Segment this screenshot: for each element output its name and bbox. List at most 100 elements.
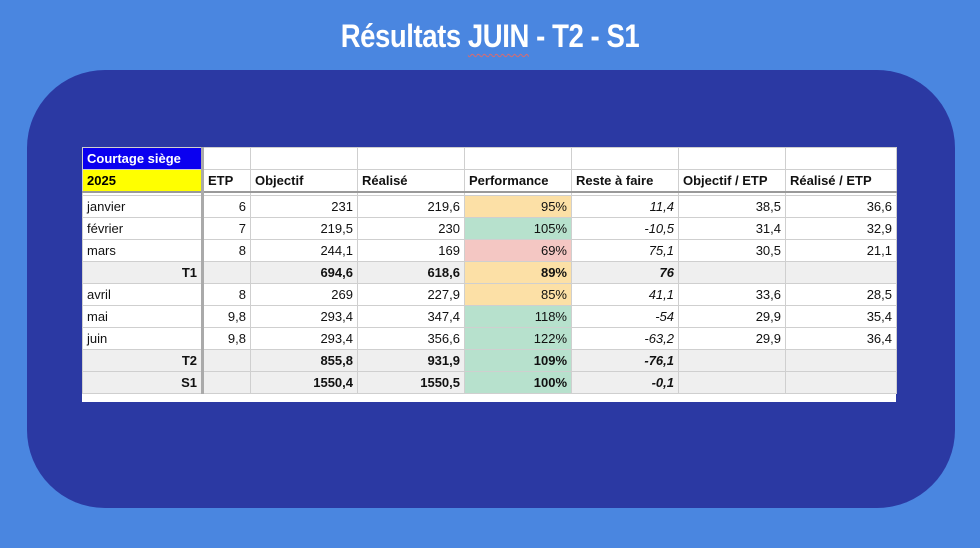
empty-cell[interactable] <box>785 147 897 170</box>
performance-cell[interactable]: 95% <box>464 195 572 218</box>
header-cell[interactable]: ETP <box>202 169 251 193</box>
objectif-cell[interactable]: 855,8 <box>250 349 358 372</box>
objectif-cell[interactable]: 694,6 <box>250 261 358 284</box>
realise-cell[interactable]: 618,6 <box>357 261 465 284</box>
header-cell[interactable]: Performance <box>464 169 572 193</box>
realise-cell[interactable]: 1550,5 <box>357 371 465 394</box>
row-label-cell[interactable]: T1 <box>82 261 204 284</box>
reste-cell[interactable]: 76 <box>571 261 679 284</box>
objectif-etp-cell[interactable]: 30,5 <box>678 239 786 262</box>
header-cell[interactable]: Reste à faire <box>571 169 679 193</box>
header-cell[interactable]: Réalisé <box>357 169 465 193</box>
etp-cell[interactable] <box>202 349 251 372</box>
etp-cell[interactable]: 8 <box>202 283 251 306</box>
etp-cell[interactable]: 9,8 <box>202 305 251 328</box>
realise-cell[interactable]: 347,4 <box>357 305 465 328</box>
year-cell[interactable]: 2025 <box>82 169 204 193</box>
row-label-cell[interactable]: juin <box>82 327 204 350</box>
reste-cell[interactable]: -76,1 <box>571 349 679 372</box>
realise-cell[interactable]: 227,9 <box>357 283 465 306</box>
objectif-cell[interactable]: 293,4 <box>250 305 358 328</box>
objectif-cell[interactable]: 269 <box>250 283 358 306</box>
performance-cell[interactable]: 69% <box>464 239 572 262</box>
table-row: janvier 6 231 219,6 95% 11,4 38,5 36,6 <box>82 195 897 218</box>
table-title-row: Courtage siège <box>82 147 897 170</box>
table-row: avril 8 269 227,9 85% 41,1 33,6 28,5 <box>82 283 897 306</box>
objectif-etp-cell[interactable]: 38,5 <box>678 195 786 218</box>
performance-cell[interactable]: 89% <box>464 261 572 284</box>
table-row: mai 9,8 293,4 347,4 118% -54 29,9 35,4 <box>82 305 897 328</box>
realise-etp-cell[interactable] <box>785 371 897 394</box>
objectif-cell[interactable]: 231 <box>250 195 358 218</box>
performance-cell[interactable]: 109% <box>464 349 572 372</box>
objectif-cell[interactable]: 293,4 <box>250 327 358 350</box>
header-cell[interactable]: Objectif / ETP <box>678 169 786 193</box>
etp-cell[interactable]: 9,8 <box>202 327 251 350</box>
realise-etp-cell[interactable] <box>785 261 897 284</box>
reste-cell[interactable]: -0,1 <box>571 371 679 394</box>
empty-cell[interactable] <box>571 147 679 170</box>
realise-cell[interactable]: 169 <box>357 239 465 262</box>
performance-cell[interactable]: 85% <box>464 283 572 306</box>
performance-cell[interactable]: 122% <box>464 327 572 350</box>
subtotal-row: T2 855,8 931,9 109% -76,1 <box>82 349 897 372</box>
realise-cell[interactable]: 230 <box>357 217 465 240</box>
spreadsheet: Courtage siège 2025 ETP Objectif Réalisé… <box>82 147 897 402</box>
empty-cell[interactable] <box>464 147 572 170</box>
empty-cell[interactable] <box>202 147 251 170</box>
empty-cell[interactable] <box>250 147 358 170</box>
performance-cell[interactable]: 118% <box>464 305 572 328</box>
subtotal-row: S1 1550,4 1550,5 100% -0,1 <box>82 371 897 394</box>
header-cell[interactable]: Objectif <box>250 169 358 193</box>
objectif-cell[interactable]: 244,1 <box>250 239 358 262</box>
reste-cell[interactable]: 41,1 <box>571 283 679 306</box>
subtotal-row: T1 694,6 618,6 89% 76 <box>82 261 897 284</box>
etp-cell[interactable] <box>202 261 251 284</box>
objectif-cell[interactable]: 1550,4 <box>250 371 358 394</box>
results-table: Courtage siège 2025 ETP Objectif Réalisé… <box>82 147 897 394</box>
objectif-cell[interactable]: 219,5 <box>250 217 358 240</box>
reste-cell[interactable]: 11,4 <box>571 195 679 218</box>
etp-cell[interactable]: 6 <box>202 195 251 218</box>
row-label-cell[interactable]: T2 <box>82 349 204 372</box>
row-label-cell[interactable]: mai <box>82 305 204 328</box>
reste-cell[interactable]: -54 <box>571 305 679 328</box>
table-row: mars 8 244,1 169 69% 75,1 30,5 21,1 <box>82 239 897 262</box>
objectif-etp-cell[interactable] <box>678 371 786 394</box>
realise-cell[interactable]: 931,9 <box>357 349 465 372</box>
row-label-cell[interactable]: mars <box>82 239 204 262</box>
realise-etp-cell[interactable]: 36,4 <box>785 327 897 350</box>
row-label-cell[interactable]: janvier <box>82 195 204 218</box>
header-row: 2025 ETP Objectif Réalisé Performance Re… <box>82 169 897 193</box>
realise-etp-cell[interactable]: 32,9 <box>785 217 897 240</box>
row-label-cell[interactable]: avril <box>82 283 204 306</box>
realise-etp-cell[interactable]: 21,1 <box>785 239 897 262</box>
realise-etp-cell[interactable] <box>785 349 897 372</box>
header-cell[interactable]: Réalisé / ETP <box>785 169 897 193</box>
etp-cell[interactable] <box>202 371 251 394</box>
realise-etp-cell[interactable]: 35,4 <box>785 305 897 328</box>
etp-cell[interactable]: 7 <box>202 217 251 240</box>
etp-cell[interactable]: 8 <box>202 239 251 262</box>
performance-cell[interactable]: 105% <box>464 217 572 240</box>
empty-cell[interactable] <box>357 147 465 170</box>
empty-cell[interactable] <box>678 147 786 170</box>
objectif-etp-cell[interactable] <box>678 349 786 372</box>
row-label-cell[interactable]: S1 <box>82 371 204 394</box>
objectif-etp-cell[interactable]: 29,9 <box>678 305 786 328</box>
reste-cell[interactable]: -10,5 <box>571 217 679 240</box>
table-label-cell[interactable]: Courtage siège <box>82 147 204 170</box>
performance-cell[interactable]: 100% <box>464 371 572 394</box>
realise-cell[interactable]: 356,6 <box>357 327 465 350</box>
objectif-etp-cell[interactable] <box>678 261 786 284</box>
objectif-etp-cell[interactable]: 29,9 <box>678 327 786 350</box>
objectif-etp-cell[interactable]: 31,4 <box>678 217 786 240</box>
objectif-etp-cell[interactable]: 33,6 <box>678 283 786 306</box>
realise-etp-cell[interactable]: 28,5 <box>785 283 897 306</box>
reste-cell[interactable]: -63,2 <box>571 327 679 350</box>
row-label-cell[interactable]: février <box>82 217 204 240</box>
reste-cell[interactable]: 75,1 <box>571 239 679 262</box>
realise-etp-cell[interactable]: 36,6 <box>785 195 897 218</box>
table-body: janvier 6 231 219,6 95% 11,4 38,5 36,6 février 7 2… <box>82 195 897 394</box>
realise-cell[interactable]: 219,6 <box>357 195 465 218</box>
